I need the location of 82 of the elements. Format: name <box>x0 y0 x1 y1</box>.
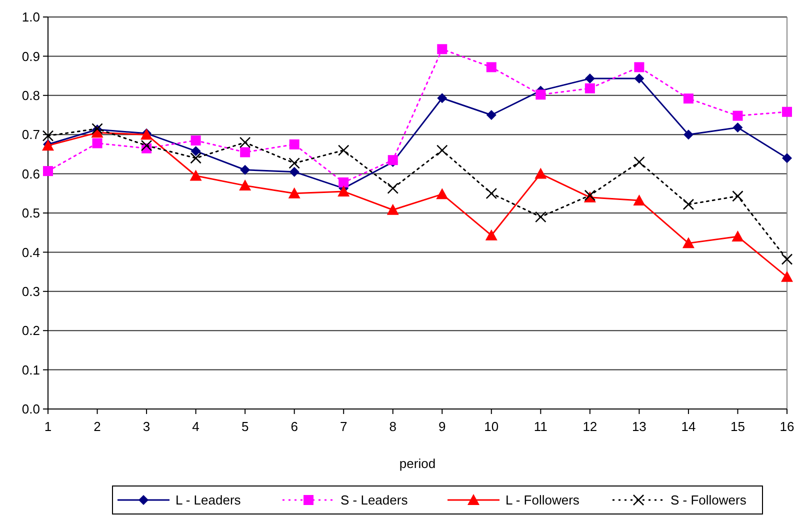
x-tick-label: 14 <box>681 419 696 434</box>
point <box>781 270 793 282</box>
y-tick-label: 0.0 <box>22 402 40 417</box>
point <box>486 110 496 120</box>
point <box>634 62 644 72</box>
x-tick-label: 15 <box>730 419 745 434</box>
y-tick-label: 0.7 <box>22 127 40 142</box>
x-tick-label: 12 <box>582 419 598 434</box>
point <box>289 139 300 150</box>
point <box>633 194 646 206</box>
point <box>485 229 498 240</box>
point <box>43 166 53 176</box>
point <box>782 153 792 164</box>
point <box>436 188 448 200</box>
point <box>190 135 201 146</box>
y-tick-label: 0.5 <box>22 206 40 221</box>
point <box>534 168 547 179</box>
x-tick-label: 2 <box>94 419 101 434</box>
point <box>782 106 792 117</box>
x-axis-title: period <box>399 456 436 471</box>
legend-label: L - Leaders <box>176 492 242 508</box>
point <box>190 170 202 181</box>
x-tick-label: 11 <box>534 419 548 434</box>
x-tick-label: 8 <box>389 419 396 434</box>
point <box>338 144 350 156</box>
point <box>584 74 595 84</box>
point <box>732 230 744 242</box>
x-tick-label: 7 <box>340 419 348 434</box>
y-tick-label: 0.8 <box>22 88 40 103</box>
y-tick-label: 0.1 <box>22 362 40 378</box>
point <box>239 136 251 148</box>
point <box>486 62 496 72</box>
y-tick-label: 1.0 <box>22 10 40 25</box>
point <box>682 237 694 248</box>
point <box>682 198 694 210</box>
point <box>437 93 448 104</box>
point <box>289 166 300 177</box>
point <box>190 152 202 164</box>
point <box>683 130 694 140</box>
y-tick-label: 0.9 <box>22 48 40 64</box>
x-tick-label: 9 <box>438 419 446 434</box>
point <box>683 94 694 104</box>
point <box>781 254 793 265</box>
x-tick-label: 6 <box>290 419 298 434</box>
y-tick-label: 0.6 <box>22 166 40 182</box>
legend-label: S - Leaders <box>340 492 408 508</box>
point <box>386 204 399 215</box>
y-tick-label: 0.2 <box>22 323 40 338</box>
point <box>437 44 448 54</box>
point <box>732 190 744 202</box>
legend-label: S - Followers <box>670 492 747 508</box>
x-tick-label: 1 <box>44 419 52 434</box>
x-tick-label: 16 <box>780 419 794 434</box>
point <box>239 180 252 191</box>
x-tick-label: 5 <box>241 419 249 434</box>
x-tick-label: 4 <box>192 419 200 434</box>
point <box>288 158 300 169</box>
x-tick-label: 13 <box>632 419 646 434</box>
point <box>140 140 152 152</box>
point <box>634 156 645 168</box>
point <box>92 138 102 148</box>
point <box>536 90 546 100</box>
y-tick-label: 0.3 <box>22 284 40 299</box>
point <box>584 83 595 94</box>
point <box>42 130 54 142</box>
x-tick-label: 3 <box>142 419 150 434</box>
legend-label: L - Followers <box>506 492 580 508</box>
point <box>387 182 399 194</box>
point <box>240 164 250 175</box>
x-tick-label: 10 <box>484 419 499 434</box>
y-tick-label: 0.4 <box>22 244 40 260</box>
point <box>288 187 300 198</box>
point <box>338 185 350 196</box>
point <box>190 146 201 156</box>
point <box>486 188 498 200</box>
point <box>240 147 250 158</box>
point <box>732 110 743 121</box>
point <box>338 177 349 188</box>
point <box>634 74 644 84</box>
point <box>436 144 448 156</box>
point <box>535 211 546 223</box>
point <box>732 122 743 133</box>
